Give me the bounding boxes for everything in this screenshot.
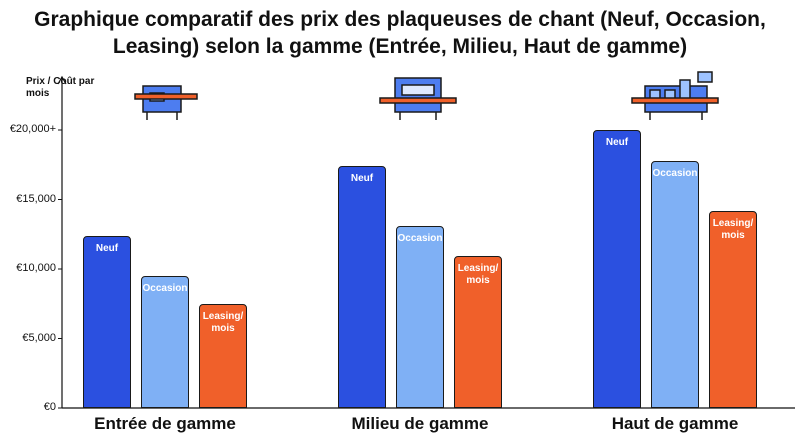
bar: Neuf <box>593 130 641 408</box>
bar: Leasing/ mois <box>199 303 247 408</box>
bar-label: Occasion <box>397 232 443 244</box>
bar: Occasion <box>396 225 444 408</box>
y-tick-label: €0 <box>43 401 56 413</box>
y-axis-arrow <box>57 75 67 85</box>
bar: Neuf <box>83 235 131 408</box>
bar-label: Leasing/ mois <box>202 310 244 334</box>
icon-machine-high <box>631 71 719 120</box>
icon-machine-entry <box>134 85 198 120</box>
x-tick-label: Entrée de gamme <box>94 414 236 433</box>
icon-machine-mid <box>379 77 457 120</box>
y-tick-label: €5,000 <box>22 331 56 344</box>
y-tick-label: €20,000+ <box>9 123 56 135</box>
y-tick-label: €10,000 <box>16 262 56 274</box>
bar-label: Neuf <box>605 137 629 148</box>
bar: Occasion <box>651 160 699 408</box>
bar: Neuf <box>338 166 386 408</box>
bar: Leasing/ mois <box>454 256 502 408</box>
y-tick-label: €15,000 <box>16 192 56 205</box>
bar-label: Leasing/ mois <box>712 217 754 241</box>
x-tick-label: Milieu de gamme <box>351 414 489 433</box>
bar-label: Neuf <box>95 242 119 254</box>
bar-label: Occasion <box>142 282 188 294</box>
chart-title: Graphique comparatif des prix des plaque… <box>34 8 766 58</box>
bar-label: Leasing/ mois <box>457 263 499 287</box>
bar: Leasing/ mois <box>709 210 757 408</box>
x-tick-label: Haut de gamme <box>611 414 739 433</box>
bar: Occasion <box>141 275 189 408</box>
bar-label: Neuf <box>350 173 374 185</box>
y-axis-label: Prix / Coût par mois <box>26 76 95 99</box>
bar-label: Occasion <box>652 167 698 179</box>
